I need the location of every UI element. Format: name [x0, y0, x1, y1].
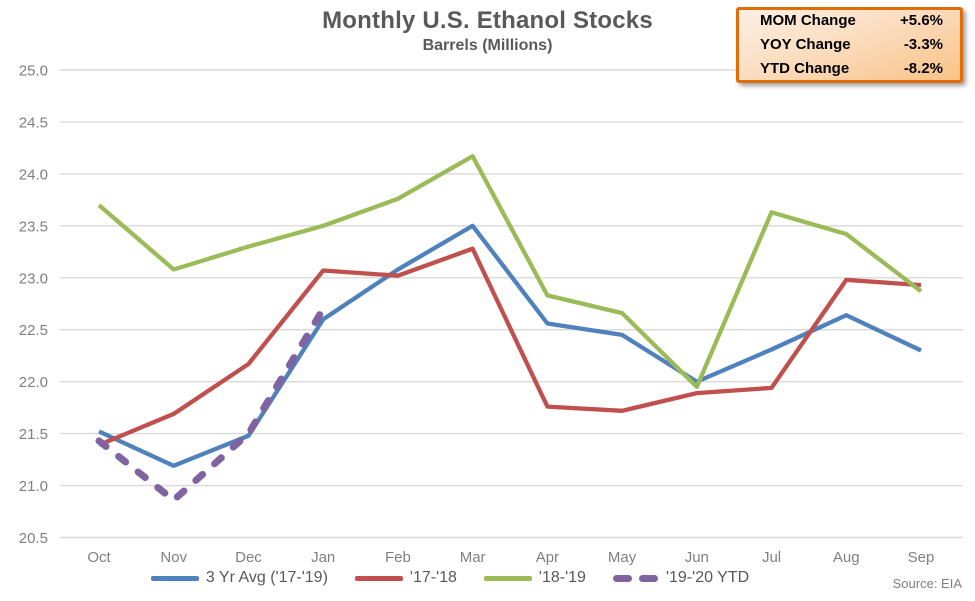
- y-axis-tick-label: 24.5: [19, 114, 48, 131]
- y-axis-tick-label: 21.5: [19, 426, 48, 443]
- stats-box: MOM Change +5.6% YOY Change -3.3% YTD Ch…: [736, 7, 963, 83]
- y-axis-tick-label: 22.0: [19, 374, 48, 391]
- stat-row-mom: MOM Change +5.6%: [739, 10, 960, 32]
- stat-row-yoy: YOY Change -3.3%: [739, 34, 960, 56]
- stat-value: +5.6%: [900, 12, 943, 29]
- stat-value: -8.2%: [903, 60, 943, 77]
- stat-row-ytd: YTD Change -8.2%: [739, 58, 960, 80]
- stat-label: MOM Change: [760, 12, 856, 29]
- stat-value: -3.3%: [903, 36, 943, 53]
- x-axis-tick-label: Jan: [311, 549, 335, 566]
- x-axis-tick-label: Dec: [235, 549, 262, 566]
- x-axis-tick-label: Apr: [536, 549, 559, 566]
- legend-line-swatch: [483, 575, 532, 581]
- y-axis-tick-label: 20.5: [19, 530, 48, 547]
- y-axis-tick-label: 23.0: [19, 270, 48, 287]
- legend-line-swatch: [150, 575, 199, 581]
- legend-item-1: '17-'18: [354, 569, 457, 587]
- y-axis-tick-label: 23.5: [19, 218, 48, 235]
- x-axis-tick-label: Oct: [87, 549, 111, 566]
- legend-line-swatch: [354, 575, 403, 581]
- legend-item-3: '19-'20 YTD: [612, 569, 750, 587]
- legend-item-0: 3 Yr Avg ('17-'19): [150, 569, 328, 587]
- legend-label: 3 Yr Avg ('17-'19): [205, 569, 328, 586]
- stat-label: YOY Change: [760, 36, 851, 53]
- series-line-1-solid: [98, 246, 922, 447]
- legend-item-2: '18-'19: [483, 569, 586, 587]
- legend-dashed-line-swatch: [612, 574, 659, 582]
- series-line-3-dashed: [95, 305, 327, 504]
- chart-subtitle: Barrels (Millions): [422, 37, 553, 54]
- x-axis-tick-label: May: [608, 549, 637, 566]
- x-axis-tick-label: Jun: [685, 549, 709, 566]
- legend-label: '19-'20 YTD: [665, 569, 750, 586]
- source-note: Source: EIA: [892, 576, 962, 591]
- legend-label: '17-'18: [409, 569, 457, 586]
- chart-title: Monthly U.S. Ethanol Stocks: [322, 7, 653, 34]
- legend-label: '18-'19: [538, 569, 586, 586]
- y-axis-tick-label: 21.0: [19, 478, 48, 495]
- series-line-2-solid: [97, 154, 923, 390]
- x-axis-tick-label: Mar: [460, 549, 486, 566]
- y-axis-tick-label: 24.0: [19, 166, 48, 183]
- x-axis-tick-label: Nov: [160, 549, 187, 566]
- series-line-0-solid: [98, 223, 922, 468]
- stat-label: YTD Change: [760, 60, 850, 77]
- x-axis-tick-label: Jul: [762, 549, 781, 566]
- x-axis-tick-label: Feb: [385, 549, 411, 566]
- legend: 3 Yr Avg ('17-'19) '17-'18 '18-'19 '19-'20 …: [0, 569, 900, 587]
- y-axis-tick-label: 25.0: [19, 63, 48, 80]
- y-axis-tick-label: 22.5: [19, 322, 48, 339]
- x-axis-tick-label: Sep: [908, 549, 935, 566]
- x-axis-tick-label: Aug: [833, 549, 860, 566]
